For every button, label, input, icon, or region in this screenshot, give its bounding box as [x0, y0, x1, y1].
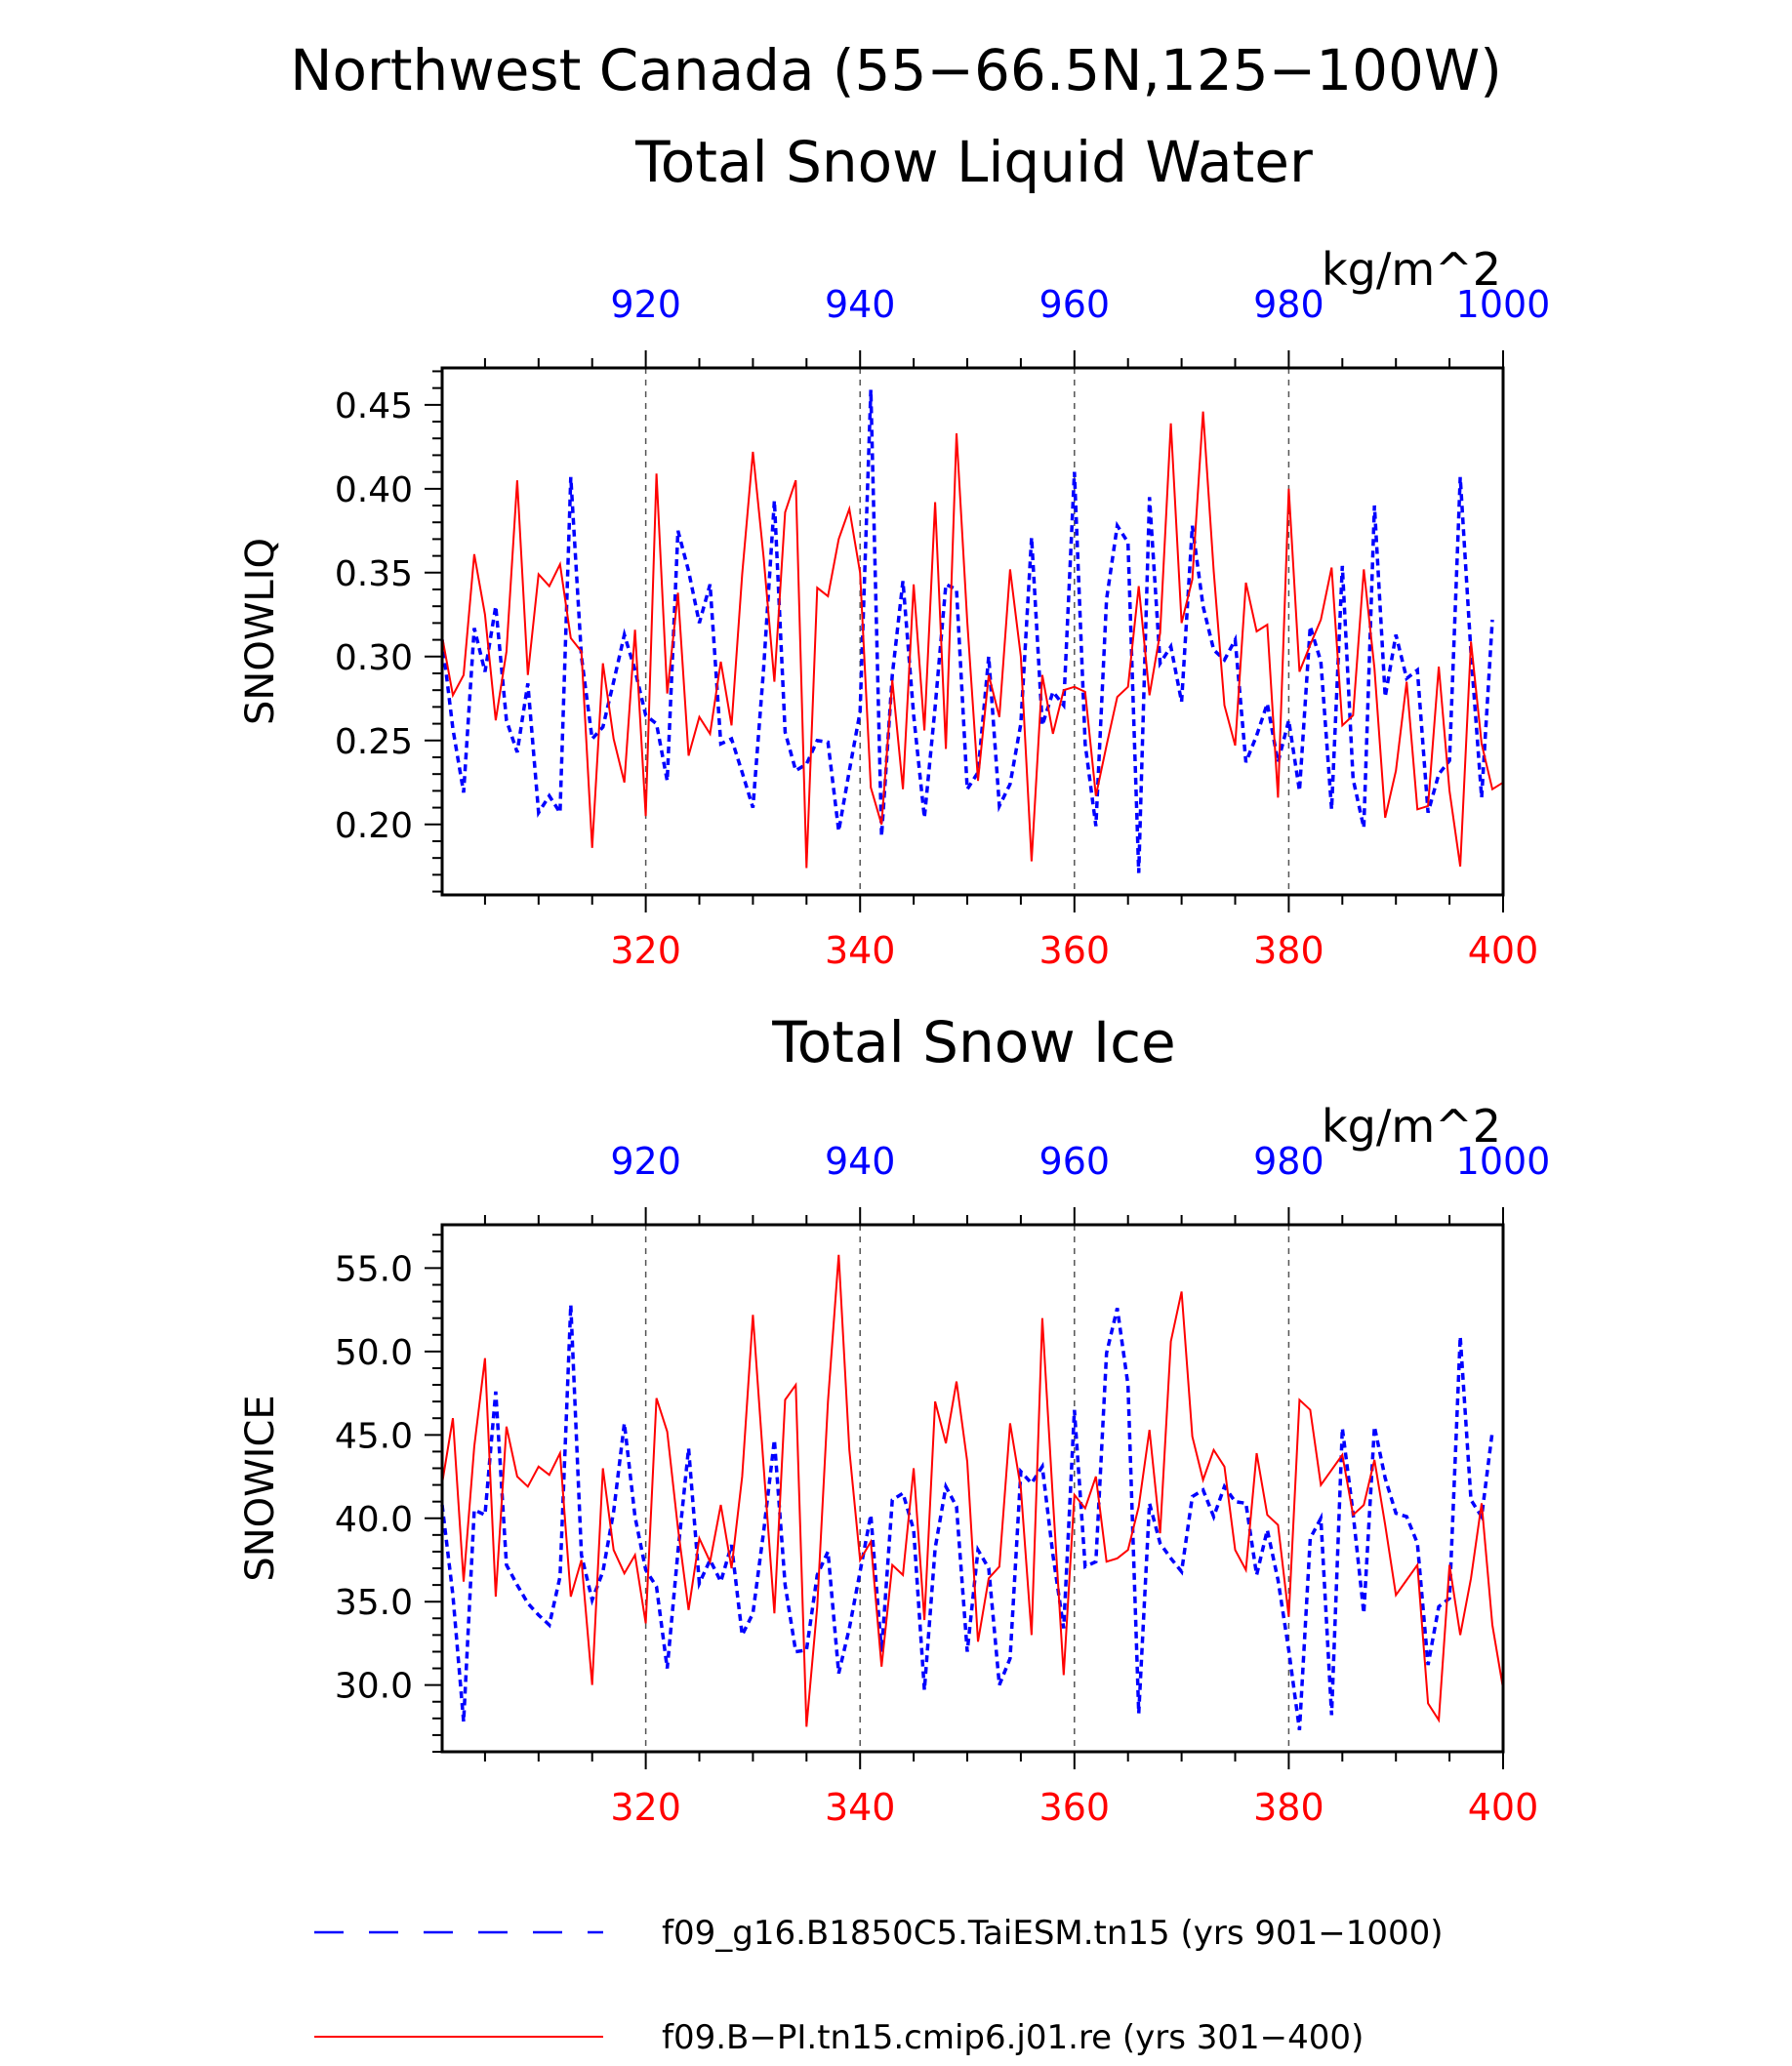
- x-bottom-tick-label: 320: [610, 1786, 681, 1829]
- x-bottom-tick-label: 360: [1039, 929, 1111, 972]
- x-bottom-tick-label: 380: [1253, 1786, 1324, 1829]
- y-tick-label: 55.0: [335, 1249, 413, 1289]
- x-bottom-tick-label: 380: [1253, 929, 1324, 972]
- x-top-tick-label: 980: [1253, 1140, 1324, 1183]
- legend: f09_g16.B1850C5.TaiESM.tn15 (yrs 901−100…: [314, 1914, 1444, 2057]
- x-bottom-tick-label: 360: [1039, 1786, 1111, 1829]
- x-top-tick-label: 1000: [1456, 1140, 1551, 1183]
- y-tick-label: 40.0: [335, 1500, 413, 1540]
- y-tick-label: 0.45: [335, 386, 413, 426]
- y-tick-label: 45.0: [335, 1416, 413, 1456]
- y-tick-label: 30.0: [335, 1667, 413, 1707]
- y-tick-label: 0.40: [335, 470, 413, 510]
- x-top-tick-label: 960: [1039, 1140, 1111, 1183]
- legend-label-1: f09_g16.B1850C5.TaiESM.tn15 (yrs 901−100…: [662, 1914, 1444, 1953]
- plot-frame: [440, 1223, 1505, 1754]
- units-label: kg/m^2: [1322, 1100, 1501, 1153]
- chart-panel-1: kg/m^2 SNOWLIQ 0.20 0.25 0.30 0.35 0.40 0.45 320…: [238, 243, 1550, 972]
- legend-label-2: f09.B−PI.tn15.cmip6.j01.re (yrs 301−400): [662, 2018, 1364, 2057]
- chart-panel-2: Total Snow Ice kg/m^2 SNOWICE 30.0 35.0 40.0 4…: [238, 1009, 1550, 1829]
- y-tick-label: 35.0: [335, 1583, 413, 1623]
- x-top-tick-label: 960: [1039, 283, 1111, 326]
- x-bottom-tick-label: 340: [825, 1786, 896, 1829]
- y-tick-label: 0.30: [335, 638, 413, 678]
- x-top-tick-label: 920: [610, 283, 681, 326]
- x-top-tick-label: 1000: [1456, 283, 1551, 326]
- x-top-tick-label: 940: [825, 1140, 896, 1183]
- series-line-taiesm: [440, 1304, 1494, 1731]
- x-bottom-tick-label: 320: [610, 929, 681, 972]
- plot-frame: [440, 366, 1505, 897]
- y-axis-label: SNOWLIQ: [238, 538, 283, 725]
- series-line-cmip6: [441, 1254, 1504, 1727]
- y-tick-label: 0.35: [335, 554, 413, 594]
- y-tick-label: 0.20: [335, 806, 413, 846]
- y-axis-label: SNOWICE: [238, 1395, 283, 1581]
- y-tick-label: 0.25: [335, 722, 413, 762]
- figure-title-line2: Total Snow Liquid Water: [634, 129, 1313, 195]
- x-bottom-tick-label: 400: [1468, 929, 1539, 972]
- units-label: kg/m^2: [1322, 243, 1501, 296]
- x-bottom-tick-label: 340: [825, 929, 896, 972]
- series-line-cmip6: [441, 411, 1504, 869]
- figure-title-line1: Northwest Canada (55−66.5N,125−100W): [290, 37, 1502, 103]
- x-top-tick-label: 920: [610, 1140, 681, 1183]
- chart-panels: kg/m^2 SNOWLIQ 0.20 0.25 0.30 0.35 0.40 0.45 320…: [238, 243, 1550, 1829]
- x-bottom-tick-label: 400: [1468, 1786, 1539, 1829]
- y-tick-label: 50.0: [335, 1333, 413, 1373]
- panel-title: Total Snow Ice: [771, 1009, 1176, 1075]
- x-top-tick-label: 980: [1253, 283, 1324, 326]
- x-top-tick-label: 940: [825, 283, 896, 326]
